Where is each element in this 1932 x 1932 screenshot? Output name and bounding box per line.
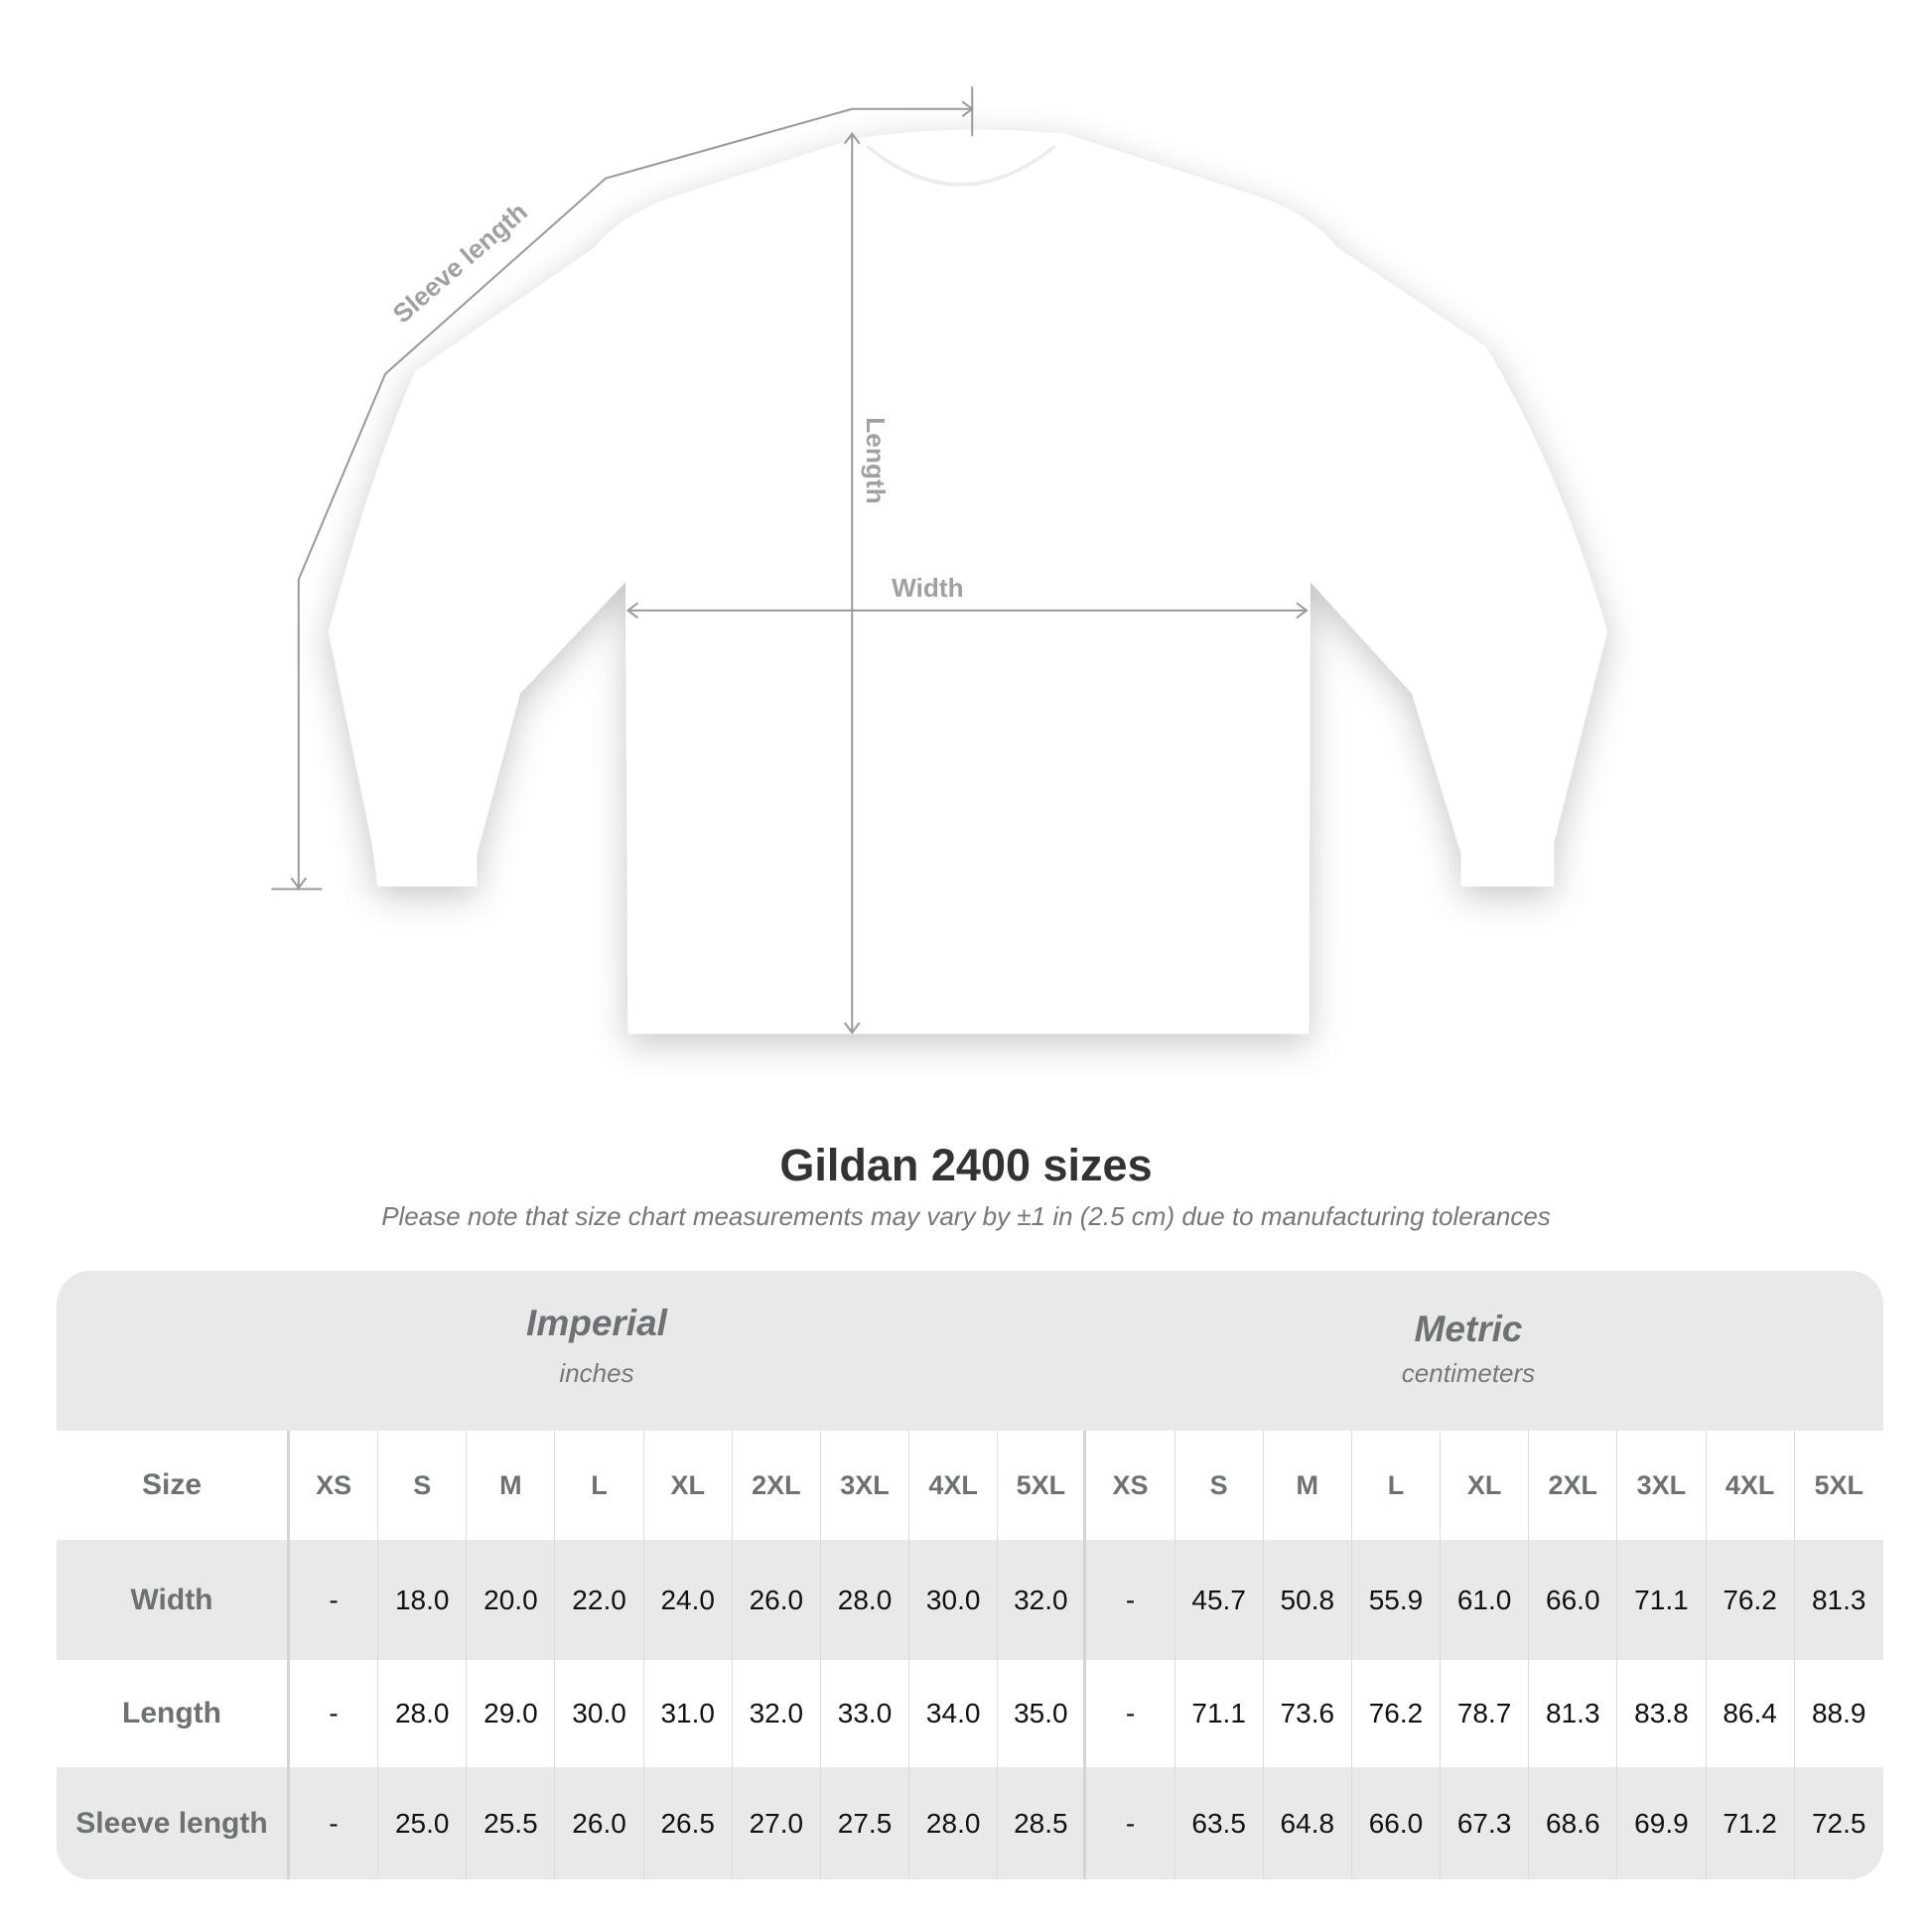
table-cell: 33.0 — [821, 1660, 910, 1767]
table-cell: 34.0 — [909, 1660, 999, 1767]
table-cell: 22.0 — [555, 1540, 644, 1660]
size-header-cell: XS — [1086, 1431, 1175, 1540]
table-cell: 81.3 — [1529, 1660, 1618, 1767]
table-cell: 66.0 — [1529, 1540, 1618, 1660]
tolerance-note: Please note that size chart measurements… — [381, 1201, 1551, 1231]
size-header-cell: XL — [644, 1431, 733, 1540]
table-cell: 25.0 — [378, 1767, 468, 1879]
table-cell: 73.6 — [1264, 1660, 1352, 1767]
size-header-cell: S — [378, 1431, 468, 1540]
table-row: Width -18.0 20.0 22.0 24.0 26.0 28.0 30.0 32.0-4… — [57, 1540, 1883, 1660]
table-cell: 26.5 — [644, 1767, 733, 1879]
row-label: Size — [57, 1431, 290, 1540]
table-cell: 50.8 — [1264, 1540, 1352, 1660]
table-cell: 83.8 — [1617, 1660, 1707, 1767]
size-header-cell: 5XL — [998, 1431, 1087, 1540]
size-header-cell: 4XL — [1707, 1431, 1795, 1540]
long-sleeve-shirt-image — [328, 129, 1608, 1035]
table-cell: 78.7 — [1441, 1660, 1530, 1767]
table-row: Length -28.0 29.0 30.0 31.0 32.0 33.0 34.0 35.0-… — [57, 1660, 1883, 1767]
table-cell: 76.2 — [1707, 1540, 1795, 1660]
size-header-cell: 3XL — [821, 1431, 910, 1540]
table-cell: 66.0 — [1352, 1767, 1442, 1879]
table-cell: 71.1 — [1617, 1540, 1707, 1660]
size-header-cell: L — [555, 1431, 644, 1540]
table-cell: 28.0 — [909, 1767, 999, 1879]
size-header-cell: M — [1264, 1431, 1352, 1540]
table-cell: 18.0 — [378, 1540, 468, 1660]
size-header-cell: M — [467, 1431, 556, 1540]
table-cell: - — [1086, 1540, 1175, 1660]
length-label: Length — [861, 417, 891, 503]
table-cell: 81.3 — [1811, 1584, 1866, 1615]
table-cell: 27.0 — [733, 1767, 821, 1879]
sleeve-length-line — [297, 107, 973, 889]
table-cell: 55.9 — [1352, 1540, 1442, 1660]
table-row: Sleeve length -25.0 25.5 26.0 26.5 27.0 27.5 28… — [57, 1767, 1883, 1879]
table-cell: 26.0 — [733, 1540, 821, 1660]
row-label: Sleeve length — [57, 1767, 290, 1879]
table-cell: 29.0 — [467, 1660, 556, 1767]
table-cell: - — [290, 1767, 379, 1879]
table-cell: - — [290, 1660, 379, 1767]
table-cell: 69.9 — [1617, 1767, 1707, 1879]
imperial-header: Imperial inches — [299, 1303, 895, 1389]
size-header-cell: 5XL — [1814, 1469, 1863, 1500]
size-header-row: Size XS S M L XL 2XL 3XL 4XL 5XL XS S M L XL 2XL 3XL 4XL 5… — [57, 1431, 1883, 1540]
table-cell: 35.0 — [998, 1660, 1087, 1767]
table-cell: 68.6 — [1529, 1767, 1618, 1879]
metric-unit: centimeters — [1401, 1358, 1536, 1388]
size-header-cell: 3XL — [1617, 1431, 1707, 1540]
table-cell: 76.2 — [1352, 1660, 1442, 1767]
unit-header-band: Imperial inches Metric centimeters — [57, 1271, 1883, 1431]
table-cell: 64.8 — [1264, 1767, 1352, 1879]
table-cell: 72.5 — [1811, 1807, 1866, 1839]
table-cell: 30.0 — [909, 1540, 999, 1660]
table-cell: - — [1086, 1660, 1175, 1767]
imperial-unit: inches — [559, 1358, 634, 1388]
row-label: Length — [57, 1660, 290, 1767]
table-cell: 32.0 — [998, 1540, 1087, 1660]
table-cell: 27.5 — [821, 1767, 910, 1879]
size-header-cell: 4XL — [909, 1431, 999, 1540]
table-cell: 28.0 — [378, 1660, 468, 1767]
table-cell: - — [1086, 1767, 1175, 1879]
table-cell: 88.9 — [1811, 1698, 1866, 1728]
imperial-title: Imperial — [526, 1303, 667, 1343]
size-header-cell: 2XL — [1529, 1431, 1618, 1540]
table-cell: 31.0 — [644, 1660, 733, 1767]
size-header-cell: L — [1352, 1431, 1442, 1540]
table-cell: 67.3 — [1441, 1767, 1530, 1879]
table-cell: 30.0 — [555, 1660, 644, 1767]
size-header-cell: 2XL — [733, 1431, 821, 1540]
table-cell: 24.0 — [644, 1540, 733, 1660]
width-label: Width — [892, 573, 963, 603]
table-cell: 61.0 — [1441, 1540, 1530, 1660]
table-cell: 28.0 — [821, 1540, 910, 1660]
size-header-cell: XL — [1441, 1431, 1530, 1540]
metric-title: Metric — [1414, 1309, 1523, 1349]
table-cell: 25.5 — [467, 1767, 556, 1879]
table-cell: 71.2 — [1707, 1767, 1795, 1879]
shirt-diagram: Sleeve length Length Width — [271, 86, 1608, 1035]
row-label: Width — [57, 1540, 290, 1660]
size-header-cell: XS — [290, 1431, 379, 1540]
table-cell: 28.5 — [998, 1767, 1087, 1879]
page-title: Gildan 2400 sizes — [779, 1140, 1153, 1190]
table-cell: 86.4 — [1707, 1660, 1795, 1767]
table-cell: 20.0 — [467, 1540, 556, 1660]
table-cell: 32.0 — [733, 1660, 821, 1767]
measurement-lines — [271, 86, 1309, 1035]
metric-header: Metric centimeters — [1171, 1309, 1766, 1389]
size-header-cell: S — [1175, 1431, 1264, 1540]
table-cell: 26.0 — [555, 1767, 644, 1879]
size-table: Imperial inches Metric centimeters Size X… — [57, 1271, 1883, 1879]
table-cell: - — [290, 1540, 379, 1660]
table-cell: 63.5 — [1175, 1767, 1264, 1879]
table-cell: 71.1 — [1175, 1660, 1264, 1767]
table-cell: 45.7 — [1175, 1540, 1264, 1660]
